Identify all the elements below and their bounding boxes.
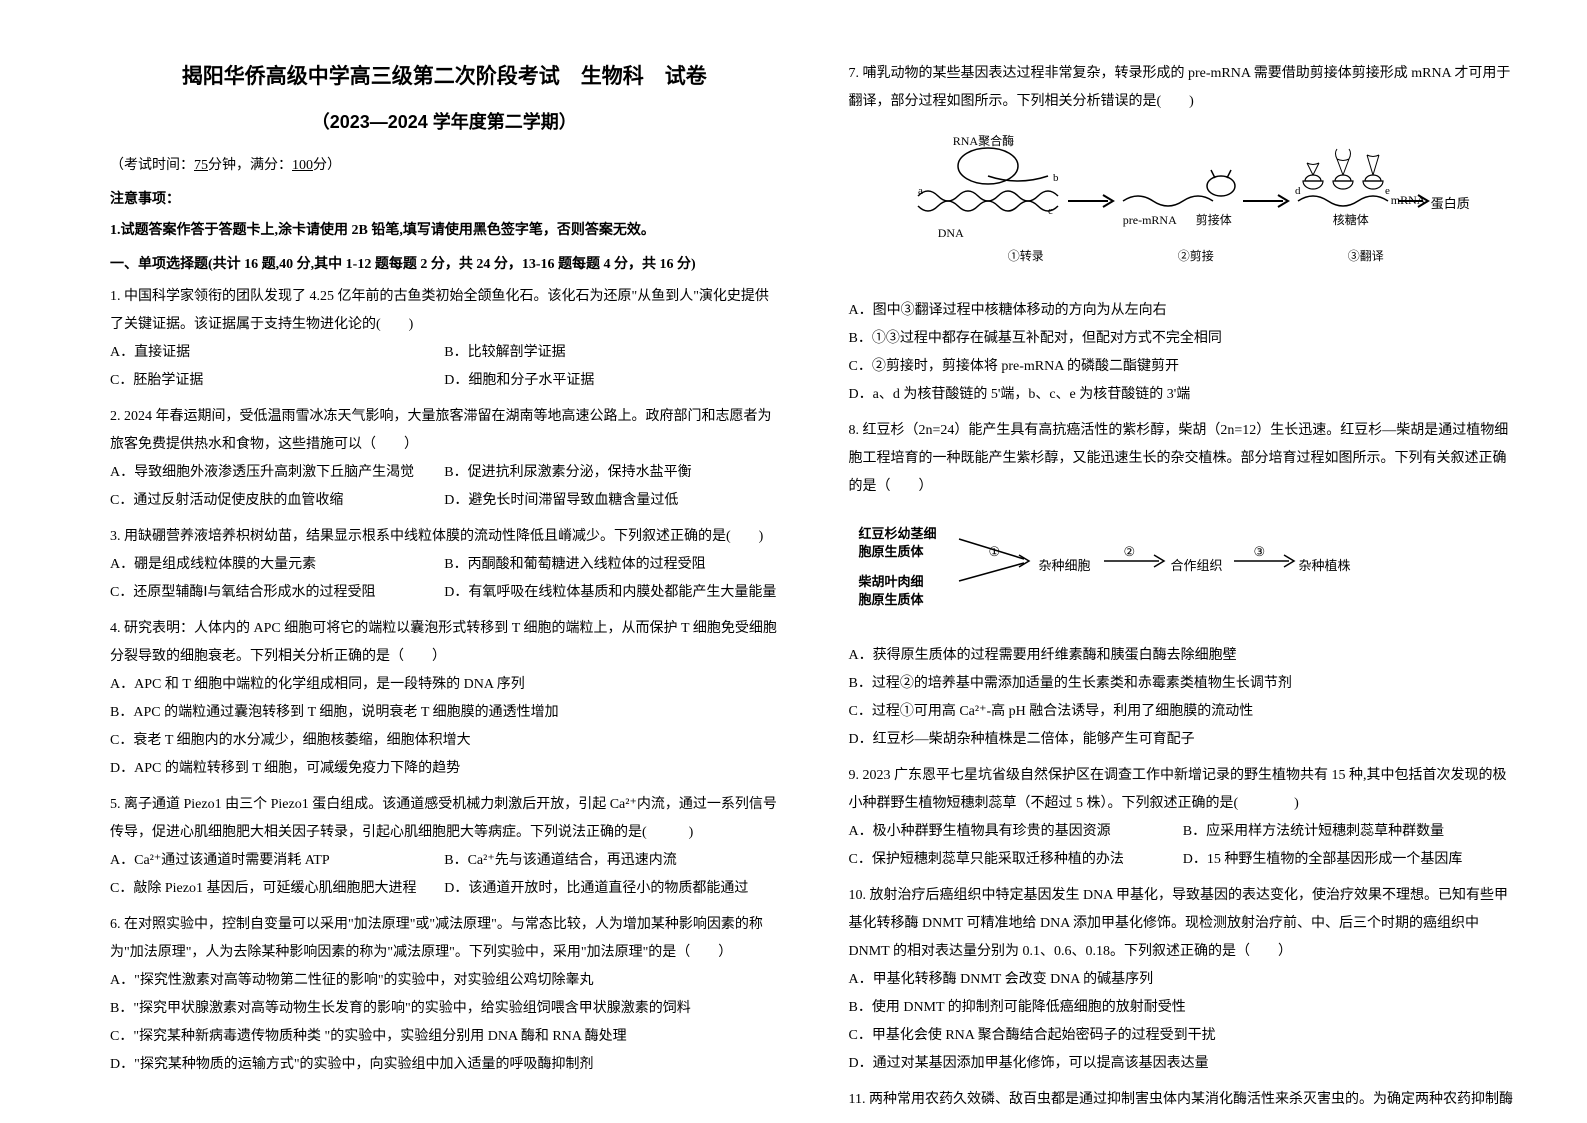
question-text: 3. 用缺硼营养液培养枳树幼苗，结果显示根系中线粒体膜的流动性降低且嵴减少。下列… — [110, 523, 779, 551]
option: C．过程①可用高 Ca²⁺-高 pH 融合法诱导，利用了细胞膜的流动性 — [849, 698, 1518, 726]
svg-text:d: d — [1295, 185, 1301, 197]
exam-info-mid: 分钟，满分： — [208, 158, 292, 173]
option: C．保护短穗刺蕊草只能采取迁移种植的办法 — [849, 846, 1183, 874]
exam-title: 揭阳华侨高级中学高三级第二次阶段考试 生物科 试卷 — [110, 60, 779, 90]
options-row: A．APC 和 T 细胞中端粒的化学组成相同，是一段特殊的 DNA 序列B．AP… — [110, 671, 779, 783]
question: 11. 两种常用农药久效磷、敌百虫都是通过抑制害虫体内某消化酶活性来杀灭害虫的。… — [849, 1086, 1518, 1114]
option: D．a、d 为核苷酸链的 5'端，b、c、e 为核苷酸链的 3'端 — [849, 381, 1518, 409]
svg-text:c: c — [1048, 205, 1053, 217]
question: 3. 用缺硼营养液培养枳树幼苗，结果显示根系中线粒体膜的流动性降低且嵴减少。下列… — [110, 523, 779, 607]
question-text: 9. 2023 广东恩平七星坑省级自然保护区在调查工作中新增记录的野生植物共有 … — [849, 762, 1518, 818]
option: B．丙酮酸和葡萄糖进入线粒体的过程受阻 — [444, 551, 778, 579]
option: C．通过反射活动促使皮肤的血管收缩 — [110, 487, 444, 515]
options-row: A．Ca²⁺通过该通道时需要消耗 ATPB．Ca²⁺先与该通道结合，再迅速内流C… — [110, 847, 779, 903]
exam-info: （考试时间：75分钟，满分：100分） — [110, 154, 779, 174]
option: B．过程②的培养基中需添加适量的生长素类和赤霉素类植物生长调节剂 — [849, 670, 1518, 698]
option: A．Ca²⁺通过该通道时需要消耗 ATP — [110, 847, 444, 875]
option: B．Ca²⁺先与该通道结合，再迅速内流 — [444, 847, 778, 875]
exam-score: 100 — [292, 158, 313, 173]
question: 8. 红豆杉（2n=24）能产生具有高抗癌活性的紫杉醇，柴胡（2n=12）生长迅… — [849, 417, 1518, 754]
left-questions-container: 1. 中国科学家领衔的团队发现了 4.25 亿年前的古鱼类初始全颌鱼化石。该化石… — [110, 283, 779, 1079]
option: A．直接证据 — [110, 339, 444, 367]
option: B．①③过程中都存在碱基互补配对，但配对方式不完全相同 — [849, 325, 1518, 353]
option: A．甲基化转移酶 DNMT 会改变 DNA 的碱基序列 — [849, 966, 1518, 994]
option: B．"探究甲状腺激素对高等动物生长发育的影响"的实验中，给实验组饲喂含甲状腺激素… — [110, 995, 779, 1023]
svg-text:e: e — [1385, 185, 1390, 197]
option: C．②剪接时，剪接体将 pre-mRNA 的磷酸二酯键剪开 — [849, 353, 1518, 381]
notice-label: 注意事项： — [110, 188, 779, 208]
question: 2. 2024 年春运期间，受低温雨雪冰冻天气影响，大量旅客滞留在湖南等地高速公… — [110, 403, 779, 515]
question-text: 1. 中国科学家领衔的团队发现了 4.25 亿年前的古鱼类初始全颌鱼化石。该化石… — [110, 283, 779, 339]
option: D．通过对某基因添加甲基化修饰，可以提高该基因表达量 — [849, 1050, 1518, 1078]
question: 9. 2023 广东恩平七星坑省级自然保护区在调查工作中新增记录的野生植物共有 … — [849, 762, 1518, 874]
exam-info-suffix: 分） — [313, 158, 341, 173]
option: A．获得原生质体的过程需要用纤维素酶和胰蛋白酶去除细胞壁 — [849, 642, 1518, 670]
question-text: 11. 两种常用农药久效磷、敌百虫都是通过抑制害虫体内某消化酶活性来杀灭害虫的。… — [849, 1086, 1518, 1114]
option: B．使用 DNMT 的抑制剂可能降低癌细胞的放射耐受性 — [849, 994, 1518, 1022]
option: A．极小种群野生植物具有珍贵的基因资源 — [849, 818, 1183, 846]
option: C．敲除 Piezo1 基因后，可延缓心肌细胞肥大进程 — [110, 875, 444, 903]
option: C．甲基化会使 RNA 聚合酶结合起始密码子的过程受到干扰 — [849, 1022, 1518, 1050]
option: D．有氧呼吸在线粒体基质和内膜处都能产生大量能量 — [444, 579, 778, 607]
left-column: 揭阳华侨高级中学高三级第二次阶段考试 生物科 试卷 （2023—2024 学年度… — [90, 60, 814, 1083]
question-text: 2. 2024 年春运期间，受低温雨雪冰冻天气影响，大量旅客滞留在湖南等地高速公… — [110, 403, 779, 459]
question: 1. 中国科学家领衔的团队发现了 4.25 亿年前的古鱼类初始全颌鱼化石。该化石… — [110, 283, 779, 395]
option: C．衰老 T 细胞内的水分减少，细胞核萎缩，细胞体积增大 — [110, 727, 779, 755]
diagram-fusion: 红豆杉幼茎细 胞原生质体 柴胡叶肉细 胞原生质体 ① 杂种细胞 ② 合作组织 ③… — [849, 511, 1518, 632]
option: D．红豆杉—柴胡杂种植株是二倍体，能够产生可育配子 — [849, 726, 1518, 754]
option: D．"探究某种物质的运输方式"的实验中，向实验组中加入适量的呼吸酶抑制剂 — [110, 1051, 779, 1079]
svg-text:b: b — [1053, 172, 1059, 184]
option: A．导致细胞外液渗透压升高刺激下丘脑产生渴觉 — [110, 459, 444, 487]
option: B．比较解剖学证据 — [444, 339, 778, 367]
options-row: A．硼是组成线粒体膜的大量元素B．丙酮酸和葡萄糖进入线粒体的过程受阻C．还原型辅… — [110, 551, 779, 607]
option: B．APC 的端粒通过囊泡转移到 T 细胞，说明衰老 T 细胞膜的通透性增加 — [110, 699, 779, 727]
question-text: 8. 红豆杉（2n=24）能产生具有高抗癌活性的紫杉醇，柴胡（2n=12）生长迅… — [849, 417, 1518, 501]
option: C．胚胎学证据 — [110, 367, 444, 395]
question: 5. 离子通道 Piezo1 由三个 Piezo1 蛋白组成。该通道感受机械力刺… — [110, 791, 779, 903]
question-text: 4. 研究表明：人体内的 APC 细胞可将它的端粒以囊泡形式转移到 T 细胞的端… — [110, 615, 779, 671]
option: D．15 种野生植物的全部基因形成一个基因库 — [1183, 846, 1517, 874]
option: D．APC 的端粒转移到 T 细胞，可减缓免疫力下降的趋势 — [110, 755, 779, 783]
right-column: 7. 哺乳动物的某些基因表达过程非常复杂，转录形成的 pre-mRNA 需要借助… — [814, 60, 1538, 1083]
option: A．APC 和 T 细胞中端粒的化学组成相同，是一段特殊的 DNA 序列 — [110, 671, 779, 699]
question: 6. 在对照实验中，控制自变量可以采用"加法原理"或"减法原理"。与常态比较，人… — [110, 911, 779, 1079]
question-text: 5. 离子通道 Piezo1 由三个 Piezo1 蛋白组成。该通道感受机械力刺… — [110, 791, 779, 847]
option: C．"探究某种新病毒遗传物质种类 "的实验中，实验组分别用 DNA 酶和 RNA… — [110, 1023, 779, 1051]
option: D．该通道开放时，比通道直径小的物质都能通过 — [444, 875, 778, 903]
options-row: A．导致细胞外液渗透压升高刺激下丘脑产生渴觉B．促进抗利尿激素分泌，保持水盐平衡… — [110, 459, 779, 515]
options-row: A．获得原生质体的过程需要用纤维素酶和胰蛋白酶去除细胞壁B．过程②的培养基中需添… — [849, 642, 1518, 754]
options-row: A．图中③翻译过程中核糖体移动的方向为从左向右B．①③过程中都存在碱基互补配对，… — [849, 297, 1518, 409]
exam-time: 75 — [194, 158, 208, 173]
question-text: 7. 哺乳动物的某些基因表达过程非常复杂，转录形成的 pre-mRNA 需要借助… — [849, 60, 1518, 116]
exam-subtitle: （2023—2024 学年度第二学期） — [110, 108, 779, 134]
svg-text:a: a — [918, 185, 923, 197]
question: 10. 放射治疗后癌组织中特定基因发生 DNA 甲基化，导致基因的表达变化，使治… — [849, 882, 1518, 1078]
option: A．硼是组成线粒体膜的大量元素 — [110, 551, 444, 579]
options-row: A．极小种群野生植物具有珍贵的基因资源B．应采用样方法统计短穗刺蕊草种群数量C．… — [849, 818, 1518, 874]
options-row: A．"探究性激素对高等动物第二性征的影响"的实验中，对实验组公鸡切除睾丸B．"探… — [110, 967, 779, 1079]
question-text: 6. 在对照实验中，控制自变量可以采用"加法原理"或"减法原理"。与常态比较，人… — [110, 911, 779, 967]
section-header: 一、单项选择题(共计 16 题,40 分,其中 1-12 题每题 2 分，共 2… — [110, 253, 779, 273]
notice-text: 1.试题答案作答于答题卡上,涂卡请使用 2B 铅笔,填写请使用黑色签字笔，否则答… — [110, 218, 779, 243]
question: 7. 哺乳动物的某些基因表达过程非常复杂，转录形成的 pre-mRNA 需要借助… — [849, 60, 1518, 409]
option: B．促进抗利尿激素分泌，保持水盐平衡 — [444, 459, 778, 487]
option: D．避免长时间滞留导致血糖含量过低 — [444, 487, 778, 515]
option: C．还原型辅酶Ⅰ与氧结合形成水的过程受阻 — [110, 579, 444, 607]
option: B．应采用样方法统计短穗刺蕊草种群数量 — [1183, 818, 1517, 846]
exam-info-prefix: （考试时间： — [110, 158, 194, 173]
options-row: A．直接证据B．比较解剖学证据C．胚胎学证据D．细胞和分子水平证据 — [110, 339, 779, 395]
option: A．图中③翻译过程中核糖体移动的方向为从左向右 — [849, 297, 1518, 325]
options-row: A．甲基化转移酶 DNMT 会改变 DNA 的碱基序列B．使用 DNMT 的抑制… — [849, 966, 1518, 1078]
option: A．"探究性激素对高等动物第二性征的影响"的实验中，对实验组公鸡切除睾丸 — [110, 967, 779, 995]
diagram-transcription: a b c d e — [849, 126, 1518, 287]
right-questions-container: 7. 哺乳动物的某些基因表达过程非常复杂，转录形成的 pre-mRNA 需要借助… — [849, 60, 1518, 1114]
option: D．细胞和分子水平证据 — [444, 367, 778, 395]
question: 4. 研究表明：人体内的 APC 细胞可将它的端粒以囊泡形式转移到 T 细胞的端… — [110, 615, 779, 783]
question-text: 10. 放射治疗后癌组织中特定基因发生 DNA 甲基化，导致基因的表达变化，使治… — [849, 882, 1518, 966]
